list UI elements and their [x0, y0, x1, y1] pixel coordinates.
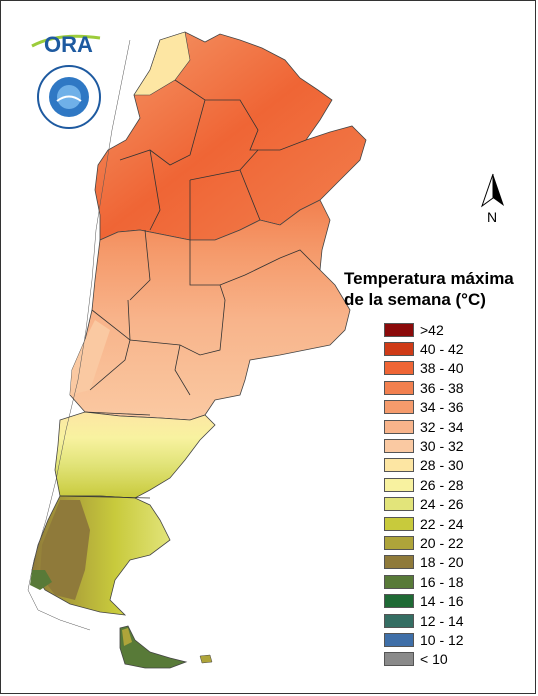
legend-item: 40 - 42 [384, 339, 527, 358]
legend-label: 20 - 22 [420, 534, 464, 551]
legend-swatch [384, 632, 414, 647]
legend-swatch [384, 574, 414, 589]
ora-logo: ORA [31, 32, 101, 57]
legend-label: 24 - 26 [420, 496, 464, 513]
region-cuyo-pale [70, 320, 110, 395]
legend-label: >42 [420, 321, 444, 338]
legend-swatch [384, 477, 414, 492]
legend-swatch [384, 535, 414, 550]
legend-label: 38 - 40 [420, 360, 464, 377]
region-northwest-highland [133, 31, 191, 96]
legend-title-line1: Temperatura máxima [344, 269, 514, 288]
legend-swatch [384, 555, 414, 570]
north-label: N [487, 209, 497, 224]
legend-item: >42 [384, 320, 527, 339]
legend-label: 16 - 18 [420, 573, 464, 590]
legend-title-line2: de la semana (°C) [344, 290, 486, 309]
legend-label: 28 - 30 [420, 457, 464, 474]
legend-swatch [384, 458, 414, 473]
legend-item: 10 - 12 [384, 630, 527, 649]
legend-label: < 10 [420, 651, 448, 668]
legend-swatch [384, 342, 414, 357]
legend-swatch [384, 497, 414, 512]
region-andes-green [30, 570, 52, 590]
legend-item: 14 - 16 [384, 591, 527, 610]
ora-logo-text: ORA [44, 32, 93, 57]
region-tierra-del-fuego [119, 625, 188, 669]
legend-label: 32 - 34 [420, 418, 464, 435]
legend-items: >42 40 - 42 38 - 40 36 - 38 34 - 36 32 - 34 30… [337, 320, 527, 669]
legend-label: 18 - 20 [420, 554, 464, 571]
legend-label: 10 - 12 [420, 631, 464, 648]
region-central [69, 199, 351, 421]
legend-label: 12 - 14 [420, 612, 464, 629]
ora-logo-swoosh [31, 34, 101, 48]
region-patagonia-north [54, 411, 216, 499]
smn-seal-logo [37, 65, 101, 129]
legend-item: 28 - 30 [384, 456, 527, 475]
legend-item: 30 - 32 [384, 436, 527, 455]
legend-item: 32 - 34 [384, 417, 527, 436]
legend-item: 36 - 38 [384, 378, 527, 397]
legend-item: 12 - 14 [384, 611, 527, 630]
legend-label: 40 - 42 [420, 341, 464, 358]
region-tierra-del-fuego-light [122, 628, 132, 646]
legend-item: 34 - 36 [384, 398, 527, 417]
legend-swatch [384, 594, 414, 609]
legend-swatch [384, 400, 414, 415]
legend-item: 18 - 20 [384, 553, 527, 572]
legend-item: 38 - 40 [384, 359, 527, 378]
legend-label: 26 - 28 [420, 476, 464, 493]
north-arrow-icon: N [481, 173, 504, 224]
legend-item: 16 - 18 [384, 572, 527, 591]
legend-item: 24 - 26 [384, 495, 527, 514]
legend-swatch [384, 361, 414, 376]
legend-label: 34 - 36 [420, 399, 464, 416]
legend-swatch [384, 322, 414, 337]
legend-item: 22 - 24 [384, 514, 527, 533]
pacific-coastline [27, 39, 131, 631]
legend-swatch [384, 652, 414, 667]
province-borders [59, 79, 321, 499]
legend-label: 14 - 16 [420, 593, 464, 610]
region-patagonia-southwest [40, 500, 90, 600]
legend-swatch [384, 380, 414, 395]
legend-swatch [384, 419, 414, 434]
region-north [94, 31, 367, 241]
region-island [199, 654, 213, 664]
legend-swatch [384, 516, 414, 531]
legend-item: 20 - 22 [384, 533, 527, 552]
legend-swatch [384, 439, 414, 454]
legend-title: Temperatura máxima de la semana (°C) [337, 268, 527, 310]
legend-item: 26 - 28 [384, 475, 527, 494]
legend-label: 30 - 32 [420, 438, 464, 455]
legend-swatch [384, 613, 414, 628]
legend-label: 36 - 38 [420, 379, 464, 396]
temperature-legend: Temperatura máxima de la semana (°C) >42… [337, 268, 527, 669]
legend-item: < 10 [384, 650, 527, 669]
legend-label: 22 - 24 [420, 515, 464, 532]
